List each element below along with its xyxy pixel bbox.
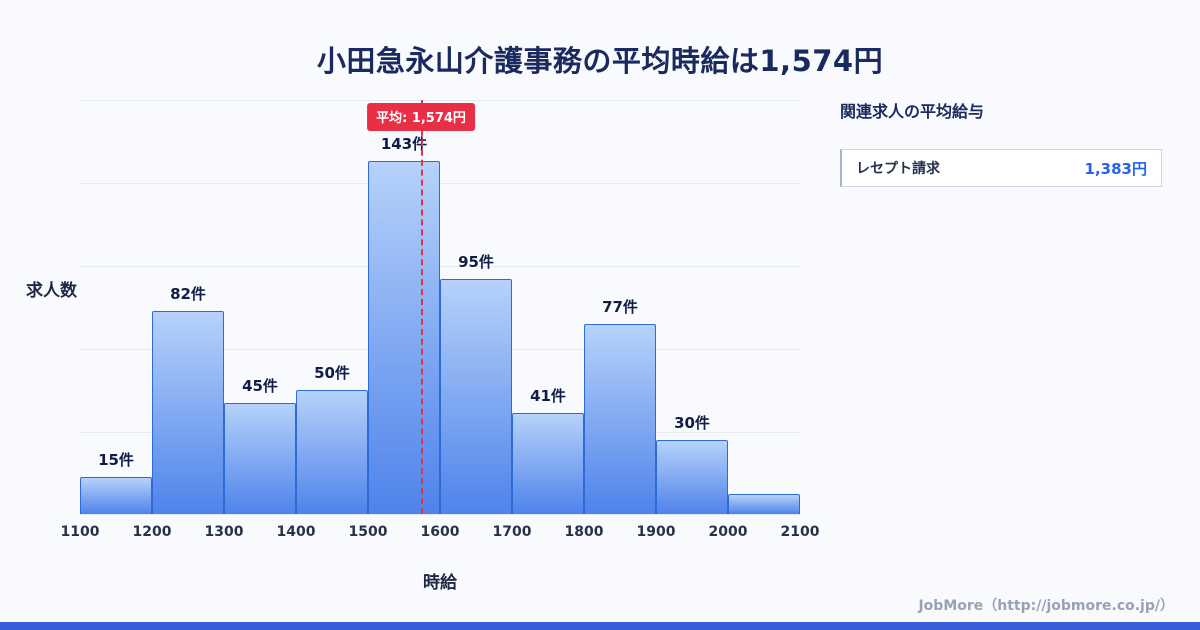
bar-value-label: 82件	[170, 285, 206, 303]
x-tick-label: 1700	[492, 524, 532, 540]
histogram-bar	[728, 494, 800, 514]
histogram-plot: 15件 82件 45件 50件 143件 95件 41件 77件 30件 平均: 1,574円	[80, 100, 800, 515]
x-tick-label: 1200	[132, 524, 172, 540]
x-tick-label: 1500	[348, 524, 388, 540]
x-tick-label: 1300	[204, 524, 244, 540]
related-job-value: 1,383円	[1084, 159, 1147, 178]
x-tick-label: 2100	[780, 524, 820, 540]
histogram-bar	[80, 477, 152, 514]
x-axis-label: 時給	[423, 573, 457, 593]
x-tick-label: 1900	[636, 524, 676, 540]
side-panel-title: 関連求人の平均給与	[840, 102, 985, 121]
average-line-layer: 平均: 1,574円	[80, 100, 800, 514]
x-axis-ticks: 1100 1200 1300 1400 1500 1600 1700 1800 1900 2000…	[61, 524, 820, 544]
gridline	[80, 100, 800, 101]
x-tick-label: 2000	[708, 524, 748, 540]
related-job-name: レセプト請求	[856, 161, 940, 177]
bar-value-label: 45件	[242, 377, 278, 395]
histogram-bar	[224, 403, 296, 514]
bar-value-label: 15件	[98, 451, 134, 469]
x-tick-label: 1400	[276, 524, 316, 540]
bar-value-label: 41件	[530, 387, 566, 405]
histogram-bar	[512, 413, 584, 514]
histogram-bar	[440, 279, 512, 514]
x-tick-label: 1100	[60, 524, 100, 540]
histogram-bar	[296, 390, 368, 514]
bar-value-label: 143件	[380, 135, 428, 153]
footer-accent-bar	[0, 622, 1200, 630]
average-badge: 平均: 1,574円	[367, 103, 475, 131]
bar-value-label: 95件	[458, 253, 494, 271]
credit-text: JobMore（http://jobmore.co.jp/）	[918, 598, 1174, 614]
related-job-row: レセプト請求 1,383円	[840, 149, 1162, 187]
histogram-bar	[368, 161, 440, 514]
histogram-bar	[584, 324, 656, 514]
related-jobs-panel: 関連求人の平均給与 レセプト請求 1,383円	[840, 98, 1162, 187]
bars-layer: 15件 82件 45件 50件 143件 95件 41件 77件 30件	[80, 100, 800, 514]
x-tick-label: 1600	[420, 524, 460, 540]
bar-value-label: 50件	[314, 364, 350, 382]
y-axis-label: 求人数	[26, 281, 77, 301]
bar-value-label: 30件	[674, 414, 710, 432]
histogram-bar	[152, 311, 224, 514]
gridline	[80, 266, 800, 267]
histogram-bar	[656, 440, 728, 514]
page-title: 小田急永山介護事務の平均時給は1,574円	[316, 44, 884, 78]
average-line	[421, 100, 423, 514]
gridline	[80, 183, 800, 184]
bar-value-label: 77件	[602, 298, 638, 316]
x-tick-label: 1800	[564, 524, 604, 540]
